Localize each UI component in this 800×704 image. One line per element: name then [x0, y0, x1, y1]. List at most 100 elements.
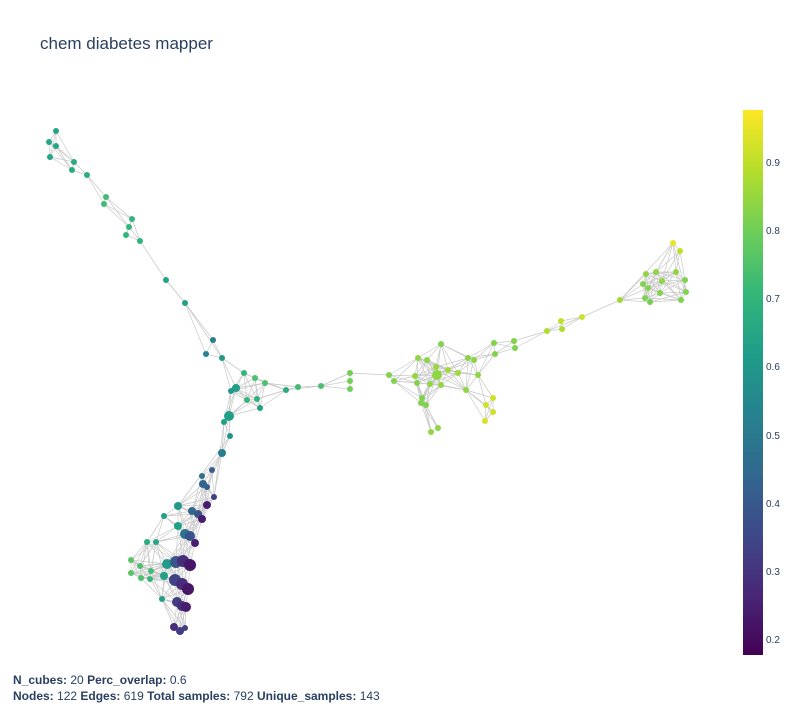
graph-node[interactable] — [491, 340, 497, 346]
graph-node[interactable] — [657, 290, 663, 296]
graph-node[interactable] — [128, 557, 134, 563]
graph-node[interactable] — [423, 402, 429, 408]
graph-node[interactable] — [148, 568, 154, 574]
graph-node[interactable] — [414, 380, 420, 386]
graph-node[interactable] — [126, 224, 132, 230]
graph-node[interactable] — [69, 167, 75, 173]
graph-node[interactable] — [544, 328, 550, 334]
graph-node[interactable] — [617, 297, 623, 303]
graph-node[interactable] — [176, 627, 184, 635]
graph-node[interactable] — [659, 278, 665, 284]
graph-node[interactable] — [424, 357, 430, 363]
graph-node[interactable] — [147, 576, 153, 582]
graph-node[interactable] — [160, 572, 168, 580]
graph-node[interactable] — [492, 351, 498, 357]
graph-node[interactable] — [433, 364, 439, 370]
graph-node[interactable] — [558, 318, 564, 324]
graph-node[interactable] — [511, 338, 517, 344]
graph-node[interactable] — [228, 388, 234, 394]
graph-node[interactable] — [137, 563, 143, 569]
graph-node[interactable] — [47, 154, 53, 160]
graph-node[interactable] — [347, 370, 353, 376]
graph-node[interactable] — [419, 395, 425, 401]
graph-node[interactable] — [227, 433, 233, 439]
graph-node[interactable] — [483, 402, 489, 408]
graph-node[interactable] — [482, 418, 488, 424]
graph-node[interactable] — [445, 367, 451, 373]
graph-node[interactable] — [144, 539, 150, 545]
graph-node[interactable] — [647, 299, 653, 305]
graph-node[interactable] — [103, 194, 109, 200]
graph-node[interactable] — [465, 355, 471, 361]
graph-node[interactable] — [673, 269, 679, 275]
graph-node[interactable] — [677, 248, 683, 254]
graph-node[interactable] — [455, 370, 461, 376]
graph-node[interactable] — [347, 378, 353, 384]
graph-node[interactable] — [224, 411, 234, 421]
graph-node[interactable] — [559, 326, 565, 332]
graph-node[interactable] — [174, 502, 182, 510]
graph-node[interactable] — [174, 522, 182, 530]
graph-node[interactable] — [211, 494, 217, 500]
graph-node[interactable] — [129, 216, 135, 222]
graph-node[interactable] — [412, 373, 418, 379]
graph-node[interactable] — [218, 449, 226, 457]
graph-node[interactable] — [209, 467, 215, 473]
graph-node[interactable] — [463, 387, 469, 393]
graph-node[interactable] — [161, 513, 167, 519]
graph-node[interactable] — [153, 539, 159, 545]
graph-node[interactable] — [46, 139, 52, 145]
graph-node[interactable] — [579, 314, 585, 320]
graph-node[interactable] — [432, 370, 442, 380]
graph-node[interactable] — [198, 515, 206, 523]
graph-node[interactable] — [645, 285, 651, 291]
graph-node[interactable] — [182, 300, 188, 306]
graph-node[interactable] — [199, 473, 205, 479]
graph-node[interactable] — [53, 143, 59, 149]
graph-node[interactable] — [71, 159, 77, 165]
graph-node[interactable] — [640, 281, 646, 287]
graph-node[interactable] — [471, 357, 477, 363]
graph-node[interactable] — [137, 238, 143, 244]
graph-node[interactable] — [101, 201, 107, 207]
graph-node[interactable] — [244, 397, 250, 403]
graph-node[interactable] — [252, 375, 258, 381]
graph-node[interactable] — [653, 269, 659, 275]
graph-node[interactable] — [415, 355, 421, 361]
graph-node[interactable] — [428, 429, 434, 435]
graph-node[interactable] — [221, 419, 227, 425]
graph-node[interactable] — [203, 501, 211, 509]
graph-node[interactable] — [435, 425, 441, 431]
graph-node[interactable] — [318, 383, 324, 389]
graph-node[interactable] — [475, 372, 481, 378]
graph-node[interactable] — [181, 602, 191, 612]
graph-node[interactable] — [163, 277, 169, 283]
graph-node[interactable] — [512, 345, 518, 351]
graph-node[interactable] — [232, 384, 240, 392]
graph-node[interactable] — [204, 484, 210, 490]
graph-node[interactable] — [210, 337, 216, 343]
graph-node[interactable] — [683, 289, 689, 295]
graph-node[interactable] — [191, 539, 199, 547]
graph-node[interactable] — [490, 409, 496, 415]
graph-node[interactable] — [670, 240, 676, 246]
graph-node[interactable] — [682, 277, 688, 283]
graph-node[interactable] — [203, 351, 209, 357]
graph-node[interactable] — [490, 395, 496, 401]
graph-node[interactable] — [170, 623, 178, 631]
graph-node[interactable] — [678, 297, 684, 303]
graph-node[interactable] — [262, 380, 268, 386]
graph-node[interactable] — [241, 370, 247, 376]
graph-node[interactable] — [427, 381, 433, 387]
graph-node[interactable] — [283, 387, 289, 393]
graph-node[interactable] — [418, 400, 424, 406]
graph-node[interactable] — [643, 271, 649, 277]
graph-node[interactable] — [438, 341, 444, 347]
graph-node[interactable] — [257, 405, 263, 411]
graph-nodes[interactable] — [46, 128, 689, 635]
graph-node[interactable] — [347, 386, 353, 392]
graph-node[interactable] — [182, 583, 194, 595]
graph-node[interactable] — [162, 559, 172, 569]
graph-node[interactable] — [128, 570, 134, 576]
